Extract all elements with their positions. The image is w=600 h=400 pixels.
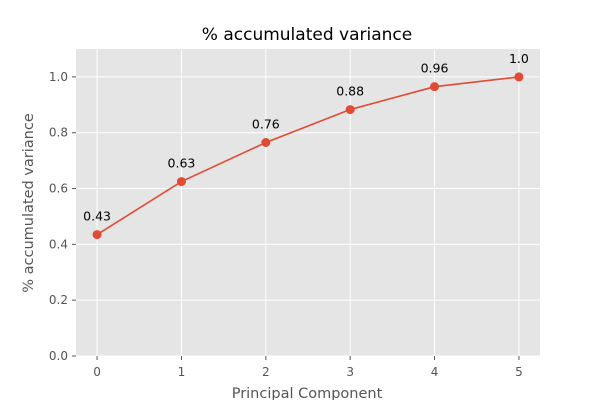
x-tick-label: 0	[93, 365, 101, 379]
data-point	[176, 177, 186, 187]
x-tick-label: 4	[431, 365, 439, 379]
y-tick-label: 0.0	[49, 349, 68, 363]
data-label: 1.0	[509, 51, 529, 66]
data-label: 0.76	[252, 116, 280, 131]
x-axis-label: Principal Component	[232, 386, 383, 400]
x-axis-ticks: 0 1 2 3 4 5	[93, 356, 523, 379]
plot-area	[76, 49, 540, 356]
x-tick-label: 5	[515, 365, 523, 379]
y-axis-ticks: 0.0 0.2 0.4 0.6 0.8 1.0	[49, 70, 76, 363]
data-point	[345, 105, 355, 115]
y-tick-label: 0.2	[49, 293, 68, 307]
grid-lines	[76, 49, 540, 357]
x-tick-label: 1	[178, 365, 186, 379]
y-tick-label: 0.6	[49, 182, 68, 196]
data-point	[92, 230, 102, 240]
y-axis-label: % accumulated variance	[21, 113, 37, 293]
y-tick-label: 0.8	[49, 126, 68, 140]
series-line-group	[92, 72, 524, 240]
chart-title: % accumulated variance	[202, 25, 412, 45]
x-tick-label: 2	[262, 365, 270, 379]
x-tick-label: 3	[346, 365, 354, 379]
y-tick-label: 1.0	[49, 70, 68, 84]
data-label: 0.96	[421, 61, 449, 76]
data-label: 0.88	[336, 84, 364, 99]
y-tick-label: 0.4	[49, 237, 68, 251]
data-point	[261, 137, 271, 147]
data-label: 0.63	[168, 156, 196, 171]
series-line	[96, 76, 520, 236]
data-labels-group: 0.43 0.63 0.76 0.88 0.96 1.0	[83, 51, 529, 224]
data-label: 0.43	[83, 209, 111, 224]
data-point	[430, 82, 440, 92]
data-point	[514, 72, 524, 82]
